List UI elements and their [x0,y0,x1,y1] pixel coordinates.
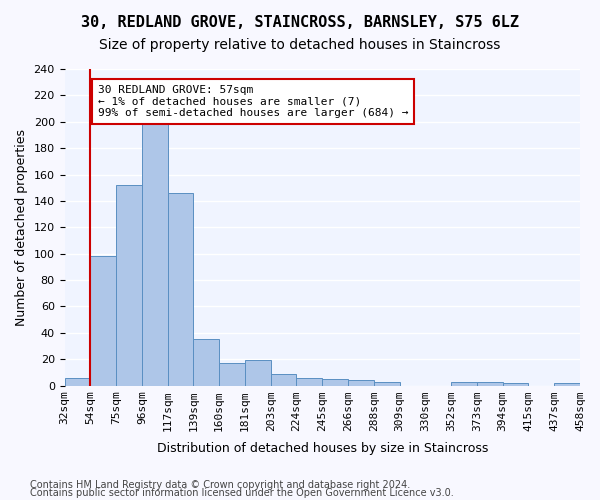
Bar [503,383,529,386]
Bar [91,256,116,386]
Bar [296,378,322,386]
Y-axis label: Number of detached properties: Number of detached properties [15,129,28,326]
Bar [116,185,142,386]
X-axis label: Distribution of detached houses by size in Staincross: Distribution of detached houses by size … [157,442,488,455]
Bar [477,382,503,386]
Bar [348,380,374,386]
Text: Contains public sector information licensed under the Open Government Licence v3: Contains public sector information licen… [30,488,454,498]
Bar [554,383,580,386]
Bar [142,123,167,386]
Text: 30 REDLAND GROVE: 57sqm
← 1% of detached houses are smaller (7)
99% of semi-deta: 30 REDLAND GROVE: 57sqm ← 1% of detached… [98,85,409,118]
Bar [167,193,193,386]
Text: Size of property relative to detached houses in Staincross: Size of property relative to detached ho… [100,38,500,52]
Bar [219,363,245,386]
Bar [193,340,219,386]
Bar [245,360,271,386]
Text: 30, REDLAND GROVE, STAINCROSS, BARNSLEY, S75 6LZ: 30, REDLAND GROVE, STAINCROSS, BARNSLEY,… [81,15,519,30]
Text: Contains HM Land Registry data © Crown copyright and database right 2024.: Contains HM Land Registry data © Crown c… [30,480,410,490]
Bar [271,374,296,386]
Bar [374,382,400,386]
Bar [65,378,91,386]
Bar [451,382,477,386]
Bar [322,379,348,386]
